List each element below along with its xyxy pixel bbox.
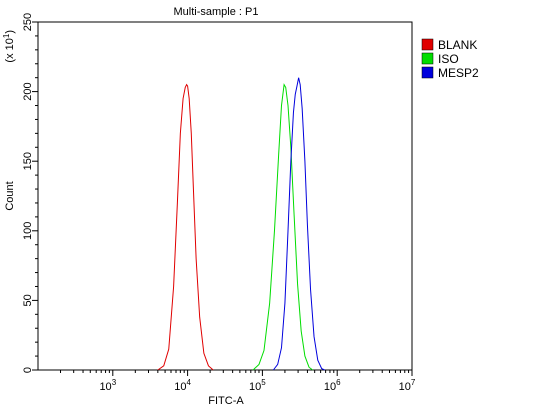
x-tick-label: 103 bbox=[99, 378, 116, 393]
x-tick-label: 105 bbox=[249, 378, 266, 393]
plot-frame bbox=[37, 21, 413, 371]
legend-swatch-mesp2 bbox=[421, 66, 434, 79]
x-tick-label: 106 bbox=[324, 378, 341, 393]
series-line-blank bbox=[157, 83, 214, 371]
series-line-mesp2 bbox=[272, 77, 325, 371]
x-axis-title: FITC-A bbox=[208, 395, 244, 407]
x-tick-label: 107 bbox=[399, 378, 416, 393]
chart-title: Multi-sample : P1 bbox=[174, 6, 259, 18]
legend-label-iso: ISO bbox=[438, 52, 459, 66]
y-tick-label: 100 bbox=[22, 222, 34, 240]
y-multiplier-label: (x 101) bbox=[2, 30, 16, 63]
legend-label-mesp2: MESP2 bbox=[438, 66, 479, 80]
legend-swatch-blank bbox=[421, 38, 434, 51]
series-layer bbox=[157, 77, 325, 371]
legend-label-blank: BLANK bbox=[438, 38, 477, 52]
legend-swatch-iso bbox=[421, 52, 434, 65]
series-line-iso bbox=[252, 83, 313, 371]
y-tick-label: 250 bbox=[22, 13, 34, 31]
y-axis: 0 50 100 150 200 250 bbox=[22, 13, 38, 373]
y-tick-label: 150 bbox=[22, 152, 34, 170]
y-axis-title: Count bbox=[4, 181, 16, 210]
x-axis: 103 104 105 106 107 bbox=[60, 370, 416, 393]
y-tick-label: 50 bbox=[22, 294, 34, 306]
x-tick-label: 104 bbox=[174, 378, 191, 393]
y-tick-label: 200 bbox=[22, 82, 34, 100]
y-tick-label: 0 bbox=[22, 367, 34, 373]
